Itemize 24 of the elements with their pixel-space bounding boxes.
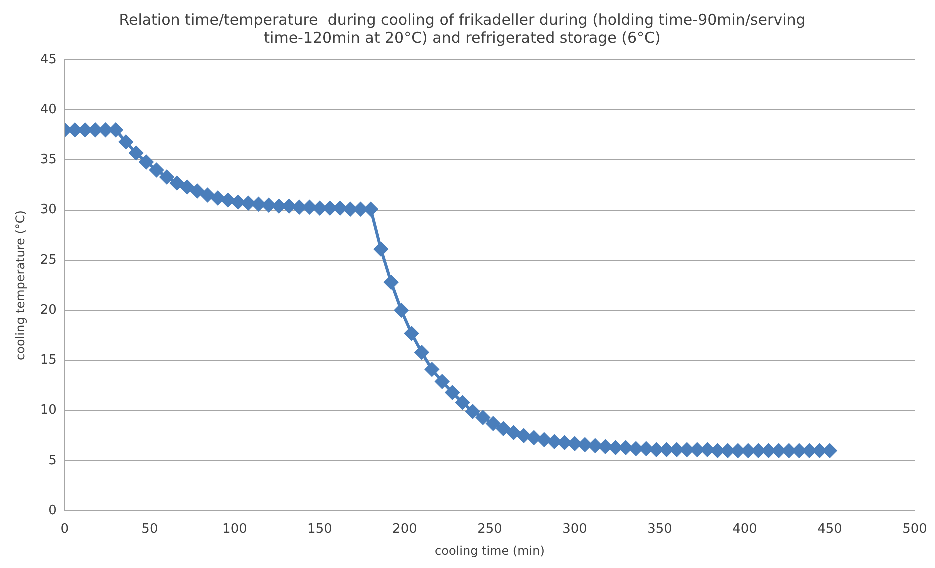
y-tick-label: 30	[40, 202, 57, 218]
y-axis-title: cooling temperature (°C)	[13, 210, 28, 360]
x-tick-label: 400	[732, 522, 758, 538]
x-tick-label: 350	[648, 522, 672, 538]
x-axis-title: cooling time (min)	[435, 544, 545, 558]
x-tick-label: 500	[902, 522, 928, 538]
y-tick-label: 35	[40, 152, 57, 168]
y-tick-label: 10	[40, 403, 57, 418]
y-tick-label: 20	[40, 302, 57, 318]
chart-title: Relation time/temperature during cooling of frikadeller during (holding time-90min/serving time-120min at 20°C) and refrigerated storage (6°C)	[119, 10, 806, 47]
x-tick-label: 100	[222, 522, 248, 538]
y-tick-label: 5	[48, 453, 57, 468]
y-tick-label: 45	[40, 52, 57, 68]
x-tick-label: 200	[392, 522, 418, 538]
y-tick-label: 15	[40, 353, 57, 368]
x-tick-label: 150	[308, 522, 332, 538]
y-tick-label: 40	[40, 102, 57, 118]
y-tick-label: 25	[40, 252, 57, 268]
x-tick-label: 450	[818, 522, 842, 538]
x-tick-label: 300	[562, 522, 588, 538]
x-tick-label: 250	[478, 522, 502, 538]
y-tick-label: 0	[48, 503, 57, 518]
x-tick-label: 50	[142, 522, 158, 538]
x-tick-label: 0	[60, 522, 70, 538]
